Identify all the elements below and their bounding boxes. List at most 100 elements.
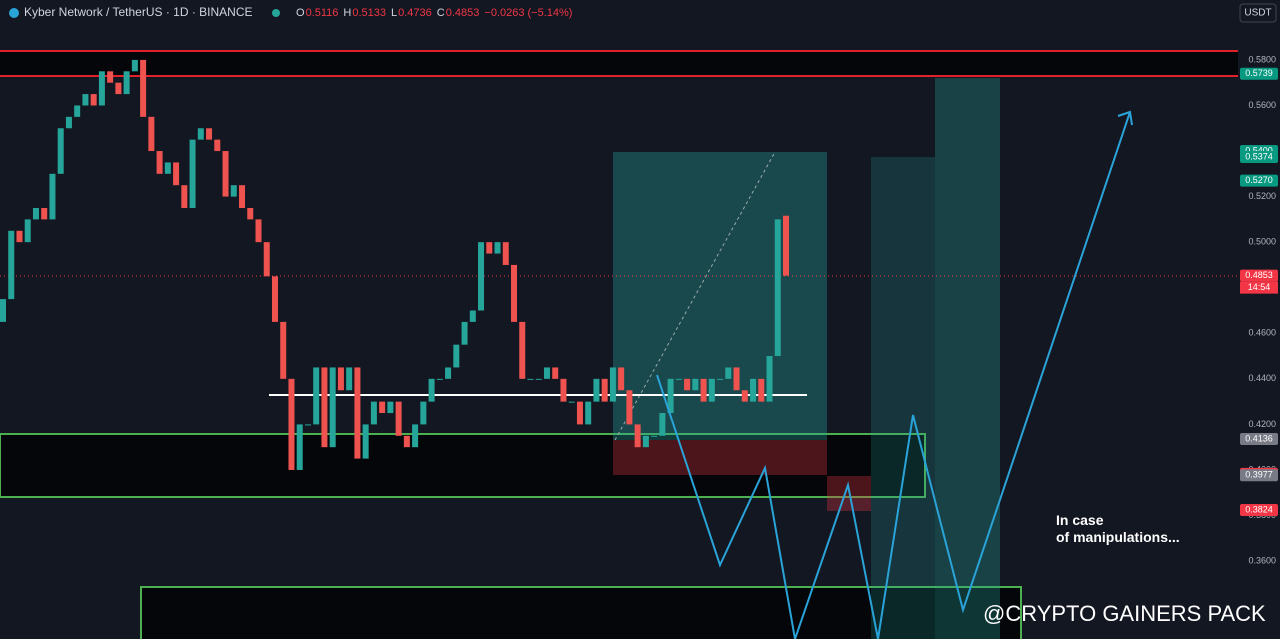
candle-body — [436, 378, 443, 380]
candle-body — [708, 378, 715, 402]
ohlc-value: 0.5116 — [306, 7, 339, 19]
candle-body — [98, 71, 105, 106]
candle-body — [346, 367, 353, 391]
y-tick-label: 0.5600 — [1248, 100, 1276, 110]
candle-body — [453, 344, 460, 368]
candle-body — [247, 207, 254, 220]
candle-body — [494, 242, 501, 254]
ohlc: O 0.5116 H 0.5133 L 0.4736 C 0.4853 −0.0263 (−5.… — [296, 7, 572, 19]
candle-body — [461, 321, 468, 345]
candle-body — [379, 401, 386, 414]
candle-body — [214, 139, 221, 152]
candle-body — [313, 367, 320, 425]
candle-body — [395, 401, 402, 436]
candle-body — [329, 367, 336, 448]
candle-body — [280, 321, 287, 379]
trend-line — [614, 151, 776, 441]
ohlc-key: L — [391, 7, 397, 19]
ohlc-value: 0.4736 — [398, 7, 432, 19]
candle-body — [41, 207, 48, 220]
candle-body — [49, 173, 56, 220]
candle-body — [0, 299, 6, 322]
candle-body — [304, 424, 311, 426]
candle-body — [502, 242, 509, 265]
candle-body — [74, 105, 81, 117]
candle-body — [90, 94, 97, 106]
candle-body — [511, 264, 518, 322]
candle-body — [24, 219, 31, 243]
candle-body — [519, 321, 526, 379]
candle-body — [774, 219, 781, 357]
candle-body — [568, 401, 575, 403]
price-badge-label: 0.5400 — [1245, 145, 1273, 155]
price-badge — [1240, 67, 1278, 80]
price-badge — [1240, 150, 1278, 163]
candle-body — [189, 139, 196, 208]
y-tick-label: 0.5000 — [1248, 237, 1276, 247]
candle-body — [642, 435, 649, 448]
candle-body — [486, 242, 493, 254]
candle-body — [675, 378, 682, 380]
annotation-line: In case — [1056, 512, 1104, 528]
ohlc-value: 0.4853 — [446, 7, 480, 19]
candle-body — [741, 390, 748, 402]
axis-labels: 0.58000.56000.54000.52000.50000.48000.46… — [1240, 54, 1278, 565]
y-tick-label: 0.4200 — [1248, 419, 1276, 429]
candle-body — [107, 71, 114, 83]
y-tick-label: 0.4400 — [1248, 373, 1276, 383]
ohlc-value: 0.5133 — [352, 7, 386, 19]
price-badge-label: 0.4853 — [1245, 270, 1273, 280]
candle-body — [239, 185, 246, 208]
candle-body — [766, 356, 773, 402]
price-badge — [1240, 174, 1278, 187]
candle-body — [206, 128, 213, 140]
candle-body — [626, 390, 633, 425]
price-badge — [1240, 269, 1278, 282]
y-tick-label: 0.3600 — [1248, 555, 1276, 565]
candle-body — [601, 378, 608, 402]
candle-body — [469, 310, 476, 322]
price-badge — [1240, 469, 1278, 482]
candle-body — [197, 128, 204, 140]
candle-body — [445, 367, 452, 379]
candle-body — [659, 413, 666, 436]
target-box — [871, 157, 935, 639]
candle-body — [478, 242, 485, 311]
candle-body — [618, 367, 625, 391]
candle-body — [156, 151, 163, 174]
candle-body — [535, 378, 542, 380]
annotation: In case of manipulations... — [1056, 512, 1180, 545]
ohlc-key: H — [343, 7, 351, 19]
candle-body — [337, 367, 344, 391]
price-badge — [1240, 504, 1278, 517]
currency[interactable]: USDT — [1244, 8, 1271, 19]
candles — [0, 59, 789, 470]
candle-body — [717, 378, 724, 380]
candle-body — [131, 59, 138, 72]
candle-body — [370, 401, 377, 425]
candle-body — [585, 401, 592, 425]
support-zone — [0, 433, 926, 498]
currency-button[interactable] — [1239, 3, 1277, 23]
price-badge-label: 0.3977 — [1245, 470, 1273, 480]
candle-body — [543, 367, 550, 379]
candle-body — [123, 71, 130, 95]
symbol: Kyber Network / TetherUS · 1D · BINANCE — [24, 5, 253, 19]
candle-body — [140, 59, 147, 117]
target-box — [613, 152, 827, 440]
candle-body — [750, 378, 757, 402]
y-tick-label: 0.4600 — [1248, 328, 1276, 338]
countdown-badge — [1240, 281, 1278, 294]
resistance-zone — [0, 51, 1238, 76]
candle-body — [783, 215, 789, 276]
candle-body — [403, 435, 410, 448]
candle-body — [255, 219, 262, 243]
price-axis — [1238, 0, 1280, 639]
candle-body — [560, 378, 567, 402]
candle-body — [576, 401, 583, 425]
candle-body — [593, 378, 600, 402]
candle-body — [65, 116, 72, 129]
candle-body — [552, 367, 559, 379]
candle-body — [115, 82, 122, 95]
price-badge — [1240, 432, 1278, 445]
